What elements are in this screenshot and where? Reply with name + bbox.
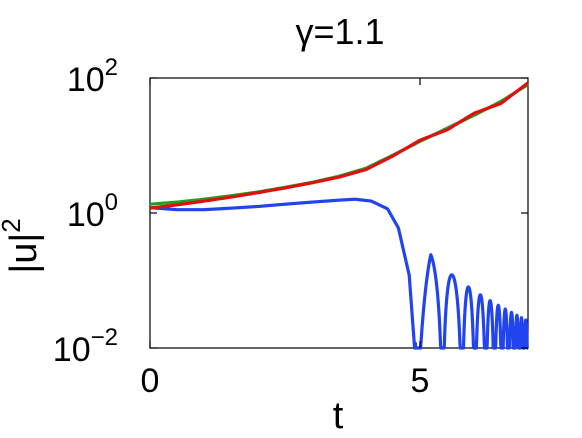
- x-tick-label: 0: [141, 362, 160, 400]
- chart-title: γ=1.1: [295, 11, 384, 52]
- series-line: [149, 83, 529, 206]
- y-axis-label: |u|2: [0, 218, 45, 273]
- svg-text:|u|2: |u|2: [0, 218, 45, 273]
- y-tick-exponent: 0: [105, 189, 118, 216]
- y-tick-base: 10: [67, 61, 105, 99]
- y-tick-label: 100: [67, 189, 118, 234]
- series-layer: [148, 81, 530, 350]
- y-tick-exponent: 2: [105, 54, 118, 81]
- x-tick-label: 5: [411, 362, 430, 400]
- y-tick-exponent: −2: [91, 324, 118, 351]
- y-tick-base: 10: [53, 331, 91, 369]
- plot-area: [148, 77, 530, 350]
- series-line: [148, 197, 530, 350]
- y-tick-label: 102: [67, 54, 118, 99]
- y-axis-label-text: |u|: [3, 233, 45, 274]
- series-line: [149, 81, 529, 210]
- x-axis-label: t: [333, 395, 344, 437]
- y-axis-label-exponent: 2: [0, 218, 26, 232]
- y-tick-label: 10−2: [53, 324, 118, 369]
- y-tick-base: 10: [67, 196, 105, 234]
